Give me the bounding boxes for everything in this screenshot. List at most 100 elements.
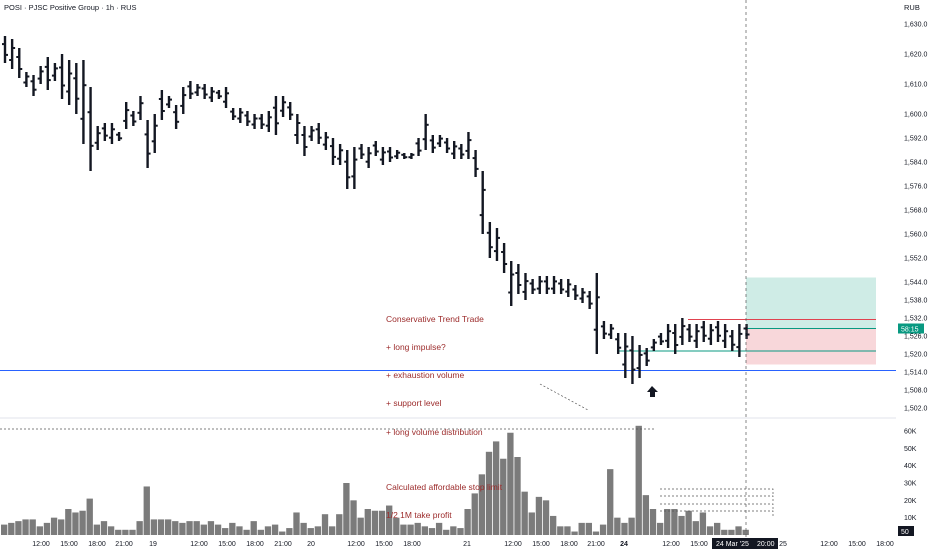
price-bar bbox=[387, 147, 394, 162]
price-bar bbox=[365, 147, 372, 168]
price-bar bbox=[101, 123, 108, 141]
volume-bar bbox=[328, 526, 336, 535]
volume-bar bbox=[521, 491, 528, 535]
price-bar bbox=[230, 108, 237, 120]
volume-bar bbox=[571, 531, 578, 535]
symbol-title[interactable]: POSI · PJSC Positive Group · 1h · RUS bbox=[4, 3, 137, 12]
volume-bar bbox=[514, 457, 521, 535]
price-bar bbox=[593, 273, 600, 354]
price-bar bbox=[529, 279, 536, 294]
volume-bar bbox=[378, 510, 386, 535]
price-bar bbox=[87, 87, 94, 171]
volume-bar bbox=[86, 498, 93, 535]
volume-bar bbox=[1, 524, 8, 535]
volume-bar bbox=[678, 515, 685, 535]
volume-bar bbox=[50, 517, 58, 535]
price-tick-label: 1,620.0 bbox=[904, 52, 927, 59]
time-tick-label: 21 bbox=[463, 541, 471, 548]
volume-bar bbox=[535, 496, 543, 535]
price-bar bbox=[215, 90, 222, 99]
price-bar bbox=[501, 243, 508, 273]
price-bar bbox=[23, 72, 30, 87]
volume-bar bbox=[621, 522, 628, 535]
volume-bar bbox=[471, 493, 478, 535]
volume-bar bbox=[222, 528, 229, 535]
price-axis[interactable]: 1,630.0 1,620.0 1,610.0 1,600.0 1,592.0 1,584… bbox=[898, 22, 927, 413]
volume-bar bbox=[307, 528, 314, 535]
volume-bar bbox=[714, 522, 721, 535]
volume-bar bbox=[542, 500, 550, 535]
time-axis[interactable]: 12:00 15:00 18:00 21:00 19 12:00 15:00 18:00 21:… bbox=[32, 538, 894, 549]
volume-bar bbox=[500, 458, 507, 535]
price-tick-label: 1,508.0 bbox=[904, 388, 927, 395]
price-bar bbox=[715, 321, 721, 342]
volume-bar bbox=[300, 522, 307, 535]
volume-tick-label: 20K bbox=[904, 498, 917, 505]
price-bar bbox=[16, 48, 23, 78]
volume-bar bbox=[628, 517, 635, 535]
price-bar bbox=[322, 132, 329, 150]
volume-projection-lines bbox=[0, 428, 774, 516]
volume-bar bbox=[464, 509, 471, 535]
price-bar bbox=[180, 87, 187, 114]
price-bar bbox=[158, 90, 165, 120]
volume-bar bbox=[36, 526, 43, 535]
volume-bar bbox=[200, 524, 207, 535]
price-bar bbox=[165, 96, 172, 108]
volume-bar bbox=[664, 509, 671, 535]
time-tick-label: 21:00 bbox=[274, 541, 292, 548]
volume-bar bbox=[8, 522, 15, 535]
volume-bar bbox=[271, 524, 279, 535]
volume-bar bbox=[492, 441, 500, 535]
volume-bar bbox=[692, 521, 699, 535]
price-bar bbox=[337, 144, 344, 165]
price-bar bbox=[743, 324, 750, 339]
volume-bar bbox=[172, 521, 179, 535]
time-tick-label: 12:00 bbox=[820, 541, 838, 548]
trade-annotation[interactable]: Conservative Trend Trade + long impulse?… bbox=[386, 296, 502, 530]
annotation-line: + support level bbox=[386, 398, 442, 409]
volume-bar bbox=[642, 495, 650, 535]
price-bar bbox=[315, 123, 322, 144]
volume-bar bbox=[264, 526, 272, 535]
volume-bar bbox=[742, 529, 749, 535]
time-tick-label: 21:00 bbox=[587, 541, 605, 548]
volume-bar bbox=[671, 509, 678, 535]
volume-projection bbox=[660, 510, 774, 516]
volume-bar bbox=[656, 522, 664, 535]
time-tick-label: 15:00 bbox=[375, 541, 393, 548]
price-bar bbox=[479, 171, 486, 234]
price-bar bbox=[622, 333, 629, 378]
price-bar bbox=[59, 54, 66, 99]
price-tick-label: 1,592.0 bbox=[904, 136, 927, 143]
price-bar bbox=[130, 111, 137, 126]
volume-bar bbox=[22, 519, 29, 535]
price-bars bbox=[2, 36, 750, 384]
volume-bar bbox=[207, 521, 215, 535]
volume-bar bbox=[564, 526, 571, 535]
price-bar bbox=[600, 321, 607, 339]
price-bar bbox=[151, 114, 158, 153]
volume-bar bbox=[557, 526, 564, 535]
volume-projection bbox=[660, 488, 774, 494]
volume-bar bbox=[685, 510, 692, 535]
price-bar bbox=[108, 123, 115, 144]
volume-tick-label: 10K bbox=[904, 515, 917, 522]
time-tick-label: 19 bbox=[149, 541, 157, 548]
time-tick-label: 12:00 bbox=[190, 541, 208, 548]
price-bar bbox=[344, 150, 351, 189]
volume-bar bbox=[450, 526, 457, 535]
volume-bar bbox=[607, 469, 614, 535]
volume-bar bbox=[735, 526, 742, 535]
price-bar bbox=[66, 60, 73, 105]
volume-bar bbox=[250, 521, 257, 535]
volume-bar bbox=[43, 522, 51, 535]
price-bar bbox=[37, 66, 44, 84]
volume-badge bbox=[898, 526, 914, 536]
price-bar bbox=[486, 222, 493, 258]
price-badge-label: 58:15 bbox=[901, 327, 919, 334]
volume-bar bbox=[400, 524, 407, 535]
price-bar bbox=[9, 39, 16, 69]
price-bar bbox=[693, 324, 700, 348]
price-bar bbox=[444, 138, 451, 153]
